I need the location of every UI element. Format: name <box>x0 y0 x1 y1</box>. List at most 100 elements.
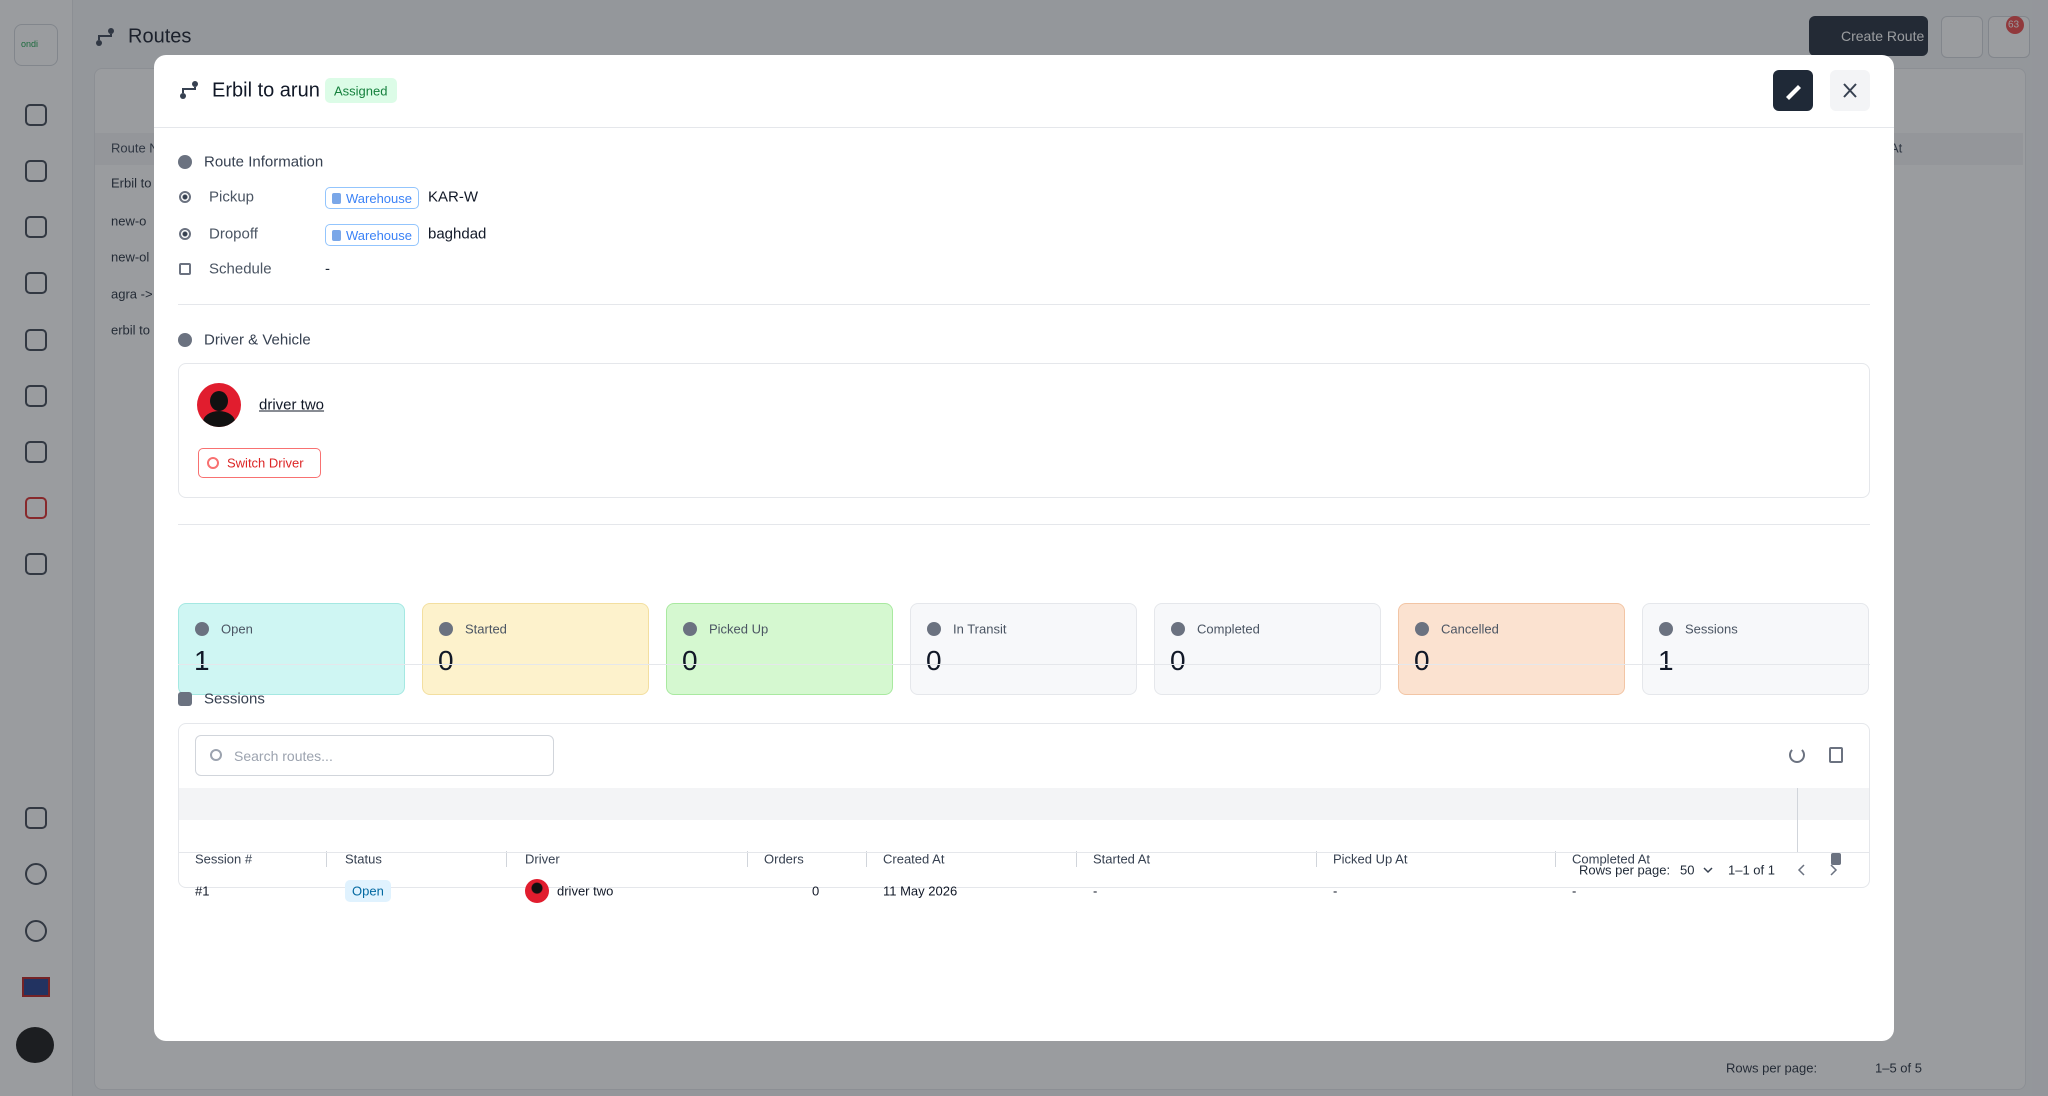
stat-icon <box>1415 622 1429 636</box>
language-flag[interactable] <box>22 977 50 997</box>
status-badge <box>325 78 397 103</box>
divider <box>178 304 1870 305</box>
column-separator <box>866 851 867 867</box>
cell: - <box>1333 883 1338 899</box>
refresh-button[interactable] <box>1789 747 1805 763</box>
pin-icon <box>1831 853 1841 865</box>
warehouse-chip: Warehouse <box>325 224 419 246</box>
schedule-value: - <box>325 260 330 278</box>
page-size-chevron[interactable] <box>1702 864 1714 876</box>
route-name[interactable]: new-ol <box>111 249 150 265</box>
columns-button[interactable] <box>1829 747 1843 763</box>
cell: 11 May 2026 <box>883 883 958 899</box>
column-header: Session # <box>195 851 253 867</box>
nav-icon[interactable] <box>25 216 47 238</box>
map-button[interactable] <box>1941 16 1983 58</box>
close-button[interactable] <box>1830 70 1870 111</box>
stat-card: In Transit 0 <box>910 603 1137 695</box>
page-size[interactable]: 50 <box>1680 862 1695 878</box>
dropoff-value: baghdad <box>428 225 487 243</box>
stat-card: Cancelled 0 <box>1398 603 1625 695</box>
driver-link[interactable]: driver two <box>259 396 325 414</box>
pickup-icon <box>179 191 191 203</box>
info-icon <box>178 155 192 169</box>
row-divider <box>179 852 1869 853</box>
cell: #1 <box>195 883 210 899</box>
stat-card: Sessions 1 <box>1642 603 1869 695</box>
status-text: Assigned <box>334 83 388 99</box>
column-header: Orders <box>764 851 804 867</box>
sessions-icon <box>178 692 192 706</box>
route-name[interactable]: erbil to <box>111 322 151 338</box>
nav-icon[interactable] <box>25 441 47 463</box>
section-heading: Driver & Vehicle <box>204 331 311 349</box>
stat-value: 0 <box>1170 645 1186 676</box>
stat-value: 0 <box>438 645 454 676</box>
nav-icon[interactable] <box>25 385 47 407</box>
table-header <box>179 788 1869 820</box>
route-name[interactable]: new-o <box>111 213 147 229</box>
column-separator <box>1316 851 1317 867</box>
stat-label: Completed <box>1197 621 1260 637</box>
section-heading: Sessions <box>204 690 265 708</box>
routes-column: Route N <box>111 140 159 156</box>
route-modal: Erbil to arun Assigned Route Information… <box>154 55 1894 1041</box>
notification-count: 63 <box>2008 19 2020 31</box>
stat-card: Completed 0 <box>1154 603 1381 695</box>
stat-card: Picked Up 0 <box>666 603 893 695</box>
help-icon[interactable] <box>25 863 47 885</box>
schedule-label: Schedule <box>209 260 272 278</box>
search-input[interactable] <box>195 735 554 776</box>
nav-icon-active[interactable] <box>25 497 47 519</box>
page-range: 1–5 of 5 <box>1875 1060 1922 1076</box>
settings-icon[interactable] <box>25 920 47 942</box>
logo-box[interactable] <box>14 24 58 66</box>
driver-avatar <box>525 879 549 903</box>
column-separator <box>1076 851 1077 867</box>
route-name[interactable]: Erbil to <box>111 175 152 191</box>
prev-page[interactable] <box>1794 862 1810 878</box>
nav-icon[interactable] <box>25 104 47 126</box>
calendar-icon <box>179 263 191 275</box>
route-icon <box>180 81 198 99</box>
status-pill <box>345 880 391 902</box>
cell: - <box>1093 883 1098 899</box>
create-route-button[interactable] <box>1809 16 1928 56</box>
divider <box>178 524 1870 525</box>
section-heading: Route Information <box>204 153 324 171</box>
pickup-label: Pickup <box>209 188 255 206</box>
nav-icon[interactable] <box>25 160 47 182</box>
orders-count: 0 <box>812 883 820 899</box>
driver-icon <box>178 333 192 347</box>
rows-per-page: Rows per page: <box>1579 862 1671 878</box>
stat-label: Picked Up <box>709 621 769 637</box>
user-avatar[interactable] <box>16 1027 54 1063</box>
column-header: Started At <box>1093 851 1151 867</box>
nav-icon[interactable] <box>25 329 47 351</box>
column-header: Completed At <box>1572 851 1651 867</box>
next-page[interactable] <box>1825 862 1841 878</box>
stat-icon <box>683 622 697 636</box>
column-separator <box>506 851 507 867</box>
dropoff-label: Dropoff <box>209 225 258 243</box>
edit-button[interactable] <box>1773 70 1813 111</box>
switch-driver-label: Switch Driver <box>227 455 304 471</box>
route-name[interactable]: agra -> , <box>111 286 160 302</box>
column-header: Created At <box>883 851 945 867</box>
nav-icon[interactable] <box>25 553 47 575</box>
pinned-separator <box>1797 788 1798 852</box>
nav-icon[interactable] <box>25 272 47 294</box>
stat-label: Started <box>465 621 507 637</box>
divider <box>178 664 1870 665</box>
notification-badge <box>2006 16 2024 34</box>
switch-driver-button[interactable] <box>198 448 321 478</box>
stat-label: In Transit <box>953 621 1007 637</box>
stat-icon <box>1659 622 1673 636</box>
stat-label: Open <box>221 621 253 637</box>
stat-label: Cancelled <box>1441 621 1499 637</box>
stat-card: Open 1 <box>178 603 405 695</box>
nav-icon[interactable] <box>25 807 47 829</box>
